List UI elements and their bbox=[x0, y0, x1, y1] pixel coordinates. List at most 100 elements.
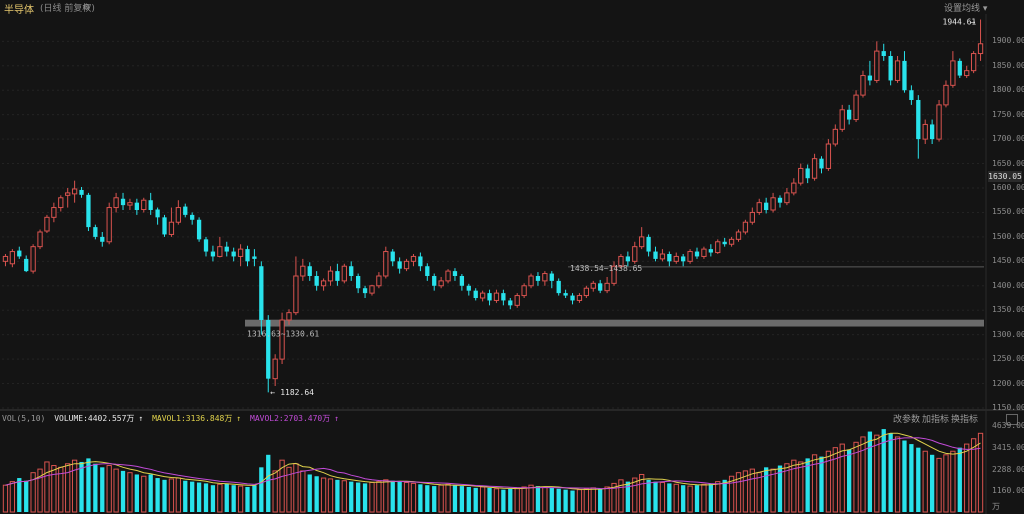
candle[interactable] bbox=[175, 200, 181, 225]
candle[interactable] bbox=[196, 217, 202, 242]
candle[interactable] bbox=[120, 192, 126, 210]
candle[interactable] bbox=[410, 254, 417, 267]
candle[interactable] bbox=[590, 280, 596, 292]
candle[interactable] bbox=[943, 80, 949, 108]
candle[interactable] bbox=[598, 279, 603, 294]
indicator-name[interactable]: VOL(5,10) bbox=[2, 414, 46, 423]
candle[interactable] bbox=[383, 246, 389, 279]
candle[interactable] bbox=[653, 246, 658, 262]
candle[interactable] bbox=[71, 180, 78, 203]
candle[interactable] bbox=[362, 285, 368, 298]
gear-icon[interactable]: ⚙ bbox=[83, 0, 90, 13]
candle[interactable] bbox=[320, 278, 327, 291]
candle[interactable] bbox=[86, 192, 91, 232]
candle[interactable] bbox=[950, 51, 956, 88]
candle[interactable] bbox=[2, 254, 9, 267]
candle[interactable] bbox=[583, 285, 590, 298]
candle[interactable] bbox=[231, 247, 236, 262]
candle[interactable] bbox=[237, 244, 244, 267]
candle[interactable] bbox=[37, 229, 43, 250]
candle[interactable] bbox=[341, 263, 347, 284]
candle[interactable] bbox=[611, 261, 617, 286]
candle[interactable] bbox=[473, 288, 478, 301]
candle[interactable] bbox=[604, 276, 610, 294]
candle[interactable] bbox=[327, 266, 334, 286]
candle[interactable] bbox=[977, 19, 984, 61]
candle[interactable] bbox=[770, 192, 776, 213]
candle[interactable] bbox=[667, 251, 672, 267]
candle[interactable] bbox=[390, 249, 395, 267]
candle[interactable] bbox=[874, 41, 880, 83]
candle[interactable] bbox=[860, 70, 866, 98]
candle[interactable] bbox=[576, 293, 583, 303]
candle[interactable] bbox=[556, 278, 561, 296]
candle[interactable] bbox=[832, 124, 838, 147]
candle[interactable] bbox=[272, 354, 278, 386]
candle[interactable] bbox=[894, 56, 901, 83]
candle[interactable] bbox=[687, 249, 693, 264]
candle[interactable] bbox=[266, 315, 271, 393]
candle[interactable] bbox=[970, 51, 977, 74]
candle[interactable] bbox=[245, 245, 250, 267]
candle[interactable] bbox=[811, 153, 818, 181]
candle[interactable] bbox=[646, 234, 651, 257]
candle[interactable] bbox=[65, 188, 71, 208]
candle[interactable] bbox=[210, 245, 216, 262]
candle[interactable] bbox=[183, 203, 188, 218]
candle[interactable] bbox=[24, 255, 29, 273]
candle[interactable] bbox=[922, 119, 928, 144]
candle[interactable] bbox=[735, 229, 742, 242]
candle[interactable] bbox=[259, 261, 264, 335]
candle[interactable] bbox=[659, 249, 666, 262]
candle[interactable] bbox=[279, 312, 285, 364]
candle[interactable] bbox=[784, 188, 790, 206]
candle[interactable] bbox=[632, 241, 638, 264]
candle[interactable] bbox=[106, 202, 112, 245]
candle[interactable] bbox=[563, 289, 568, 298]
candle[interactable] bbox=[625, 251, 630, 267]
candle[interactable] bbox=[888, 51, 893, 86]
candle[interactable] bbox=[902, 51, 907, 93]
candle[interactable] bbox=[217, 236, 223, 258]
candle[interactable] bbox=[141, 197, 147, 213]
candle[interactable] bbox=[356, 273, 361, 294]
edit-params-button[interactable]: 改参数 bbox=[893, 415, 921, 425]
candle[interactable] bbox=[403, 258, 410, 272]
ma-settings-button[interactable]: 设置均线 ▾ bbox=[944, 1, 987, 14]
candle[interactable] bbox=[742, 219, 749, 235]
candle[interactable] bbox=[501, 289, 506, 306]
candle[interactable] bbox=[224, 241, 229, 257]
candle[interactable] bbox=[335, 263, 340, 286]
candle[interactable] bbox=[79, 187, 84, 198]
candle[interactable] bbox=[58, 195, 64, 212]
candle[interactable] bbox=[791, 178, 797, 196]
candle[interactable] bbox=[134, 198, 139, 215]
candle[interactable] bbox=[203, 236, 209, 257]
candle[interactable] bbox=[570, 293, 575, 305]
candle[interactable] bbox=[51, 202, 57, 223]
candle[interactable] bbox=[542, 271, 548, 286]
candle[interactable] bbox=[30, 244, 36, 274]
expand-icon[interactable] bbox=[1006, 414, 1018, 425]
instrument-title[interactable]: 半导体 bbox=[4, 5, 34, 16]
candle[interactable] bbox=[459, 274, 465, 291]
candle[interactable] bbox=[300, 258, 306, 281]
candle[interactable] bbox=[528, 273, 534, 289]
candle[interactable] bbox=[452, 268, 458, 281]
candle[interactable] bbox=[93, 224, 98, 240]
candle[interactable] bbox=[314, 271, 319, 291]
candle[interactable] bbox=[936, 100, 942, 142]
candle[interactable] bbox=[909, 85, 914, 105]
candle[interactable] bbox=[694, 247, 700, 259]
candle[interactable] bbox=[964, 65, 970, 78]
candle[interactable] bbox=[673, 252, 679, 264]
candle[interactable] bbox=[701, 246, 707, 259]
candle[interactable] bbox=[514, 293, 520, 308]
candle[interactable] bbox=[777, 195, 783, 208]
candle[interactable] bbox=[708, 244, 713, 257]
candle[interactable] bbox=[839, 104, 845, 132]
candle[interactable] bbox=[17, 246, 22, 259]
candle[interactable] bbox=[286, 309, 292, 325]
candle[interactable] bbox=[100, 232, 105, 247]
candle[interactable] bbox=[493, 289, 500, 303]
